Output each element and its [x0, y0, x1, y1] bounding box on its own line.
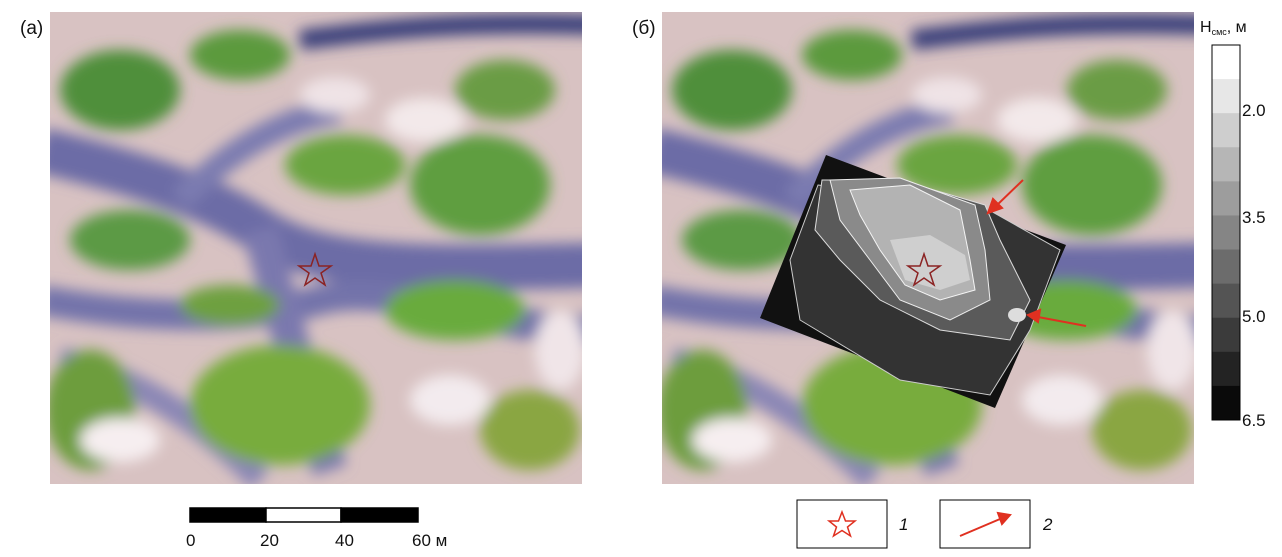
legend-box	[796, 499, 888, 549]
colorbar-band	[1212, 215, 1240, 251]
colorbar-band	[1212, 351, 1240, 387]
colorbar-label: 6.5	[1242, 411, 1266, 430]
photo-a	[40, 12, 600, 484]
legend-arrow	[959, 511, 1012, 537]
legend-label: 2	[1042, 515, 1053, 534]
colorbar-band	[1212, 317, 1240, 353]
legend-label: 1	[899, 515, 908, 534]
arrow	[986, 179, 1087, 327]
colorbar-label: 3.5	[1242, 208, 1266, 227]
star	[296, 251, 334, 287]
colorbar-label: 5.0	[1242, 307, 1266, 326]
colorbar-band	[1212, 45, 1240, 80]
colorbar-band	[1212, 283, 1240, 319]
colorbar	[1211, 44, 1241, 421]
scale-label: 20	[260, 531, 279, 550]
colorbar-frame	[1211, 44, 1241, 421]
star	[905, 251, 943, 287]
scale-label: 60 м	[412, 531, 447, 550]
scale-label: 0	[186, 531, 195, 550]
colorbar-band	[1212, 113, 1240, 148]
panel-label: (б)	[632, 18, 656, 39]
legend-star	[826, 509, 858, 538]
colorbar-band	[1212, 147, 1240, 182]
legend-box	[939, 499, 1031, 549]
scale-label: 40	[335, 531, 354, 550]
colorbar-band	[1212, 249, 1240, 285]
colorbar-band	[1212, 385, 1240, 421]
scale-bar	[189, 507, 419, 523]
colorbar-band	[1212, 181, 1240, 216]
colorbar-band	[1212, 79, 1240, 114]
panel-label: (а)	[20, 18, 43, 39]
colorbar-title: Hсмс, м	[1200, 19, 1247, 37]
colorbar-label: 2.0	[1242, 101, 1266, 120]
